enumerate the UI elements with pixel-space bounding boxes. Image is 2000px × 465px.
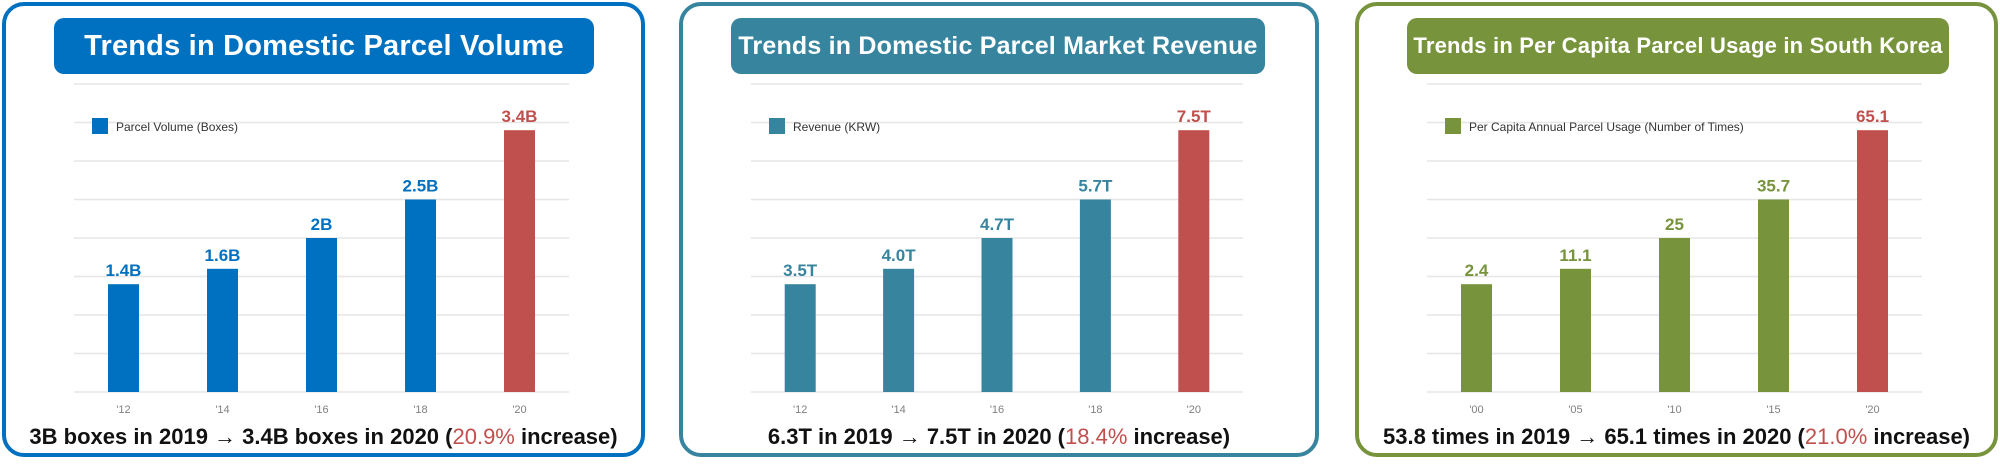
legend: Parcel Volume (Boxes)	[92, 118, 238, 134]
panel-market-revenue: Trends in Domestic Parcel Market Revenue…	[679, 2, 1319, 457]
summary-text: 3B boxes in 2019 → 3.4B boxes in 2020 (	[29, 424, 453, 449]
summary-suffix: increase)	[514, 424, 618, 449]
summary-suffix: increase)	[1127, 424, 1231, 449]
x-tick-label: '16	[314, 404, 328, 416]
data-label: 1.4B	[106, 261, 142, 280]
legend-swatch	[1445, 118, 1461, 134]
bar	[504, 130, 535, 392]
data-label: 7.5T	[1177, 107, 1212, 126]
summary-caption: 53.8 times in 2019 → 65.1 times in 2020 …	[1359, 424, 1994, 450]
x-tick-label: '16	[990, 404, 1004, 416]
bar	[1659, 238, 1690, 392]
summary-suffix: increase)	[1867, 424, 1971, 449]
data-label: 2.4	[1465, 261, 1489, 280]
legend-label: Revenue (KRW)	[793, 120, 880, 134]
legend-swatch	[769, 118, 785, 134]
summary-caption: 6.3T in 2019 → 7.5T in 2020 (18.4% incre…	[683, 424, 1315, 450]
data-label: 3.4B	[502, 107, 538, 126]
x-tick-label: '18	[1088, 404, 1102, 416]
bar	[981, 238, 1013, 392]
data-label: 1.6B	[205, 246, 241, 265]
bar	[1857, 130, 1888, 392]
panel-parcel-volume: Trends in Domestic Parcel Volume Parcel …	[2, 2, 645, 457]
data-label: 4.0T	[882, 246, 917, 265]
bar-chart-market-revenue: Revenue (KRW) 3.5T '12 4.0T '14 4.7T '16 5.7T '1…	[751, 83, 1243, 416]
increase-percent: 18.4%	[1065, 424, 1128, 449]
legend-label: Parcel Volume (Boxes)	[116, 120, 238, 134]
bar	[784, 284, 816, 392]
chart-title: Trends in Per Capita Parcel Usage in Sou…	[1407, 18, 1949, 74]
bar	[108, 284, 139, 392]
legend: Per Capita Annual Parcel Usage (Number o…	[1445, 118, 1744, 134]
chart-title: Trends in Domestic Parcel Market Revenue	[731, 18, 1265, 74]
bar	[1461, 284, 1492, 392]
bar	[1560, 268, 1591, 392]
x-tick-label: '00	[1469, 404, 1483, 416]
x-tick-label: '12	[116, 404, 130, 416]
legend-label: Per Capita Annual Parcel Usage (Number o…	[1469, 120, 1744, 134]
data-label: 2.5B	[403, 177, 439, 196]
legend: Revenue (KRW)	[769, 118, 880, 134]
data-label: 65.1	[1856, 107, 1889, 126]
bar	[306, 238, 337, 392]
panel-per-capita-usage: Trends in Per Capita Parcel Usage in Sou…	[1355, 2, 1998, 457]
x-tick-label: '15	[1766, 404, 1780, 416]
bar	[883, 268, 915, 392]
data-label: 25	[1665, 215, 1684, 234]
x-tick-label: '20	[512, 404, 526, 416]
chart-title: Trends in Domestic Parcel Volume	[54, 18, 594, 74]
x-tick-label: '20	[1865, 404, 1879, 416]
summary-text: 53.8 times in 2019 → 65.1 times in 2020 …	[1382, 424, 1805, 449]
x-tick-label: '05	[1568, 404, 1582, 416]
x-tick-label: '14	[891, 404, 905, 416]
data-label: 2B	[311, 215, 333, 234]
bar-chart-parcel-volume: Parcel Volume (Boxes) 1.4B '12 1.6B '14 2B '16…	[74, 83, 569, 416]
increase-percent: 20.9%	[452, 424, 515, 449]
data-label: 3.5T	[783, 261, 818, 280]
legend-swatch	[92, 118, 108, 134]
x-tick-label: '20	[1187, 404, 1201, 416]
data-label: 35.7	[1757, 177, 1790, 196]
x-tick-label: '14	[215, 404, 229, 416]
x-tick-label: '12	[793, 404, 807, 416]
bar	[207, 268, 238, 392]
data-label: 11.1	[1559, 246, 1591, 265]
increase-percent: 21.0%	[1804, 424, 1868, 449]
data-label: 4.7T	[980, 215, 1015, 234]
x-tick-label: '10	[1667, 404, 1681, 416]
bar	[405, 199, 436, 392]
bar	[1079, 199, 1111, 392]
bar-chart-per-capita-usage: Per Capita Annual Parcel Usage (Number o…	[1427, 83, 1922, 416]
bar	[1758, 199, 1789, 392]
summary-caption: 3B boxes in 2019 → 3.4B boxes in 2020 (2…	[6, 424, 641, 450]
bar	[1178, 130, 1210, 392]
data-label: 5.7T	[1078, 177, 1113, 196]
x-tick-label: '18	[413, 404, 427, 416]
summary-text: 6.3T in 2019 → 7.5T in 2020 (	[767, 424, 1065, 449]
